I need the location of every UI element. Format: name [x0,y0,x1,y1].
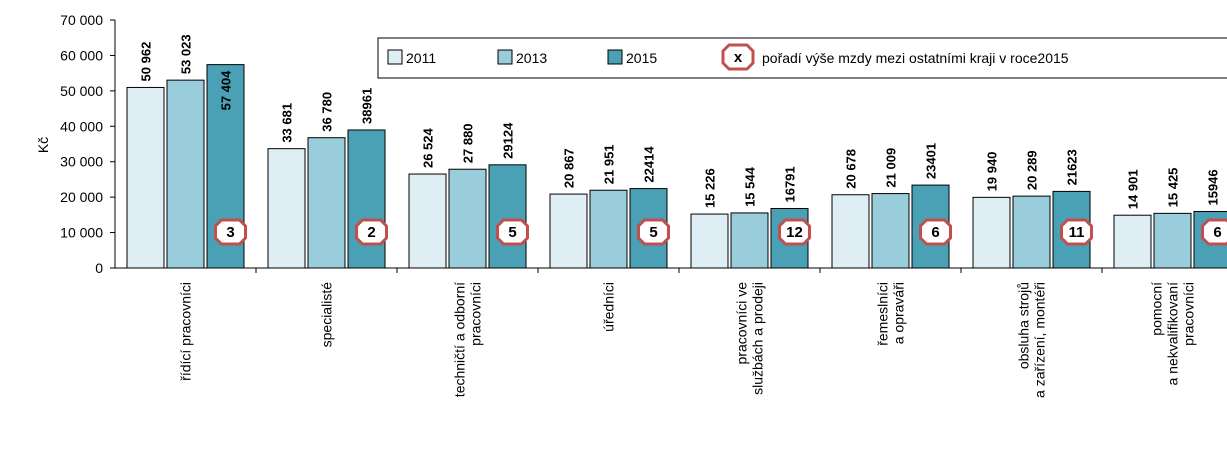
legend-label: 2011 [406,50,436,66]
bar [1113,214,1152,269]
rank-label: x [734,49,743,66]
bar [589,189,628,269]
bar [1012,195,1051,269]
x-tick-label-line: pracovníci [1181,282,1197,346]
value-label: 20 867 [562,148,577,188]
rank-badge [778,218,811,246]
value-label: 21623 [1065,149,1080,185]
bar [488,164,527,269]
legend-swatch [497,49,513,65]
x-tick-label: úředníci [601,282,617,332]
legend-box [377,37,1227,79]
value-label: 21 951 [602,144,617,184]
legend-swatch [387,49,403,65]
bar [549,193,588,269]
rank-label: 11 [1069,224,1085,241]
x-tick-label: specialisté [319,282,335,348]
x-tick-label-line: pracovníci ve [734,282,750,365]
rank-badge [496,218,529,246]
value-label: 53 023 [179,34,194,74]
value-label: 15 226 [703,168,718,208]
value-label: 21 009 [884,148,899,188]
rank-badge [355,218,388,246]
y-tick-label: 0 [95,260,103,276]
x-tick-label-line: řídící pracovníci [178,282,194,381]
x-tick-label: řídící pracovníci [178,282,194,381]
value-label: 27 880 [461,123,476,163]
rank-label: 5 [649,224,657,241]
value-label: 22414 [642,146,657,183]
bar [347,129,386,269]
value-label: 26 524 [421,127,436,168]
y-tick-label: 30 000 [60,154,103,170]
bar [448,168,487,269]
bar [730,212,769,269]
x-tick-label-line: specialisté [319,282,335,348]
y-tick-label: 50 000 [60,83,103,99]
legend-label: 2013 [516,50,547,66]
bar [831,194,870,269]
y-axis-title: Kč [35,137,51,153]
x-tick-label: techničtí a odbornípracovníci [452,282,484,397]
x-tick-label-line: a opraváři [891,282,907,344]
x-tick-label-line: pomocní [1149,282,1165,336]
value-label: 57 404 [219,70,234,111]
value-label: 29124 [501,122,516,159]
x-tick-label: pracovníci veslužbách a prodeji [734,282,766,395]
rank-badge [919,218,952,246]
x-tick-label-line: řemeslníci [875,282,891,346]
x-tick-label-line: a zařízení, montéři [1032,282,1048,398]
value-label: 19 940 [985,152,1000,192]
rank-label: 3 [226,224,234,241]
rank-label: 6 [1213,224,1221,241]
rank-badge [721,43,755,71]
value-label: 20 678 [844,149,859,189]
rank-badge [637,218,670,246]
bar [408,173,447,269]
bar [307,137,346,269]
rank-label: 12 [786,224,803,241]
bar [972,196,1011,269]
value-label: 50 962 [139,42,154,82]
value-label: 20 289 [1025,150,1040,190]
value-label: 15946 [1206,169,1221,205]
value-label: 14 901 [1126,169,1141,209]
value-label: 16791 [783,166,798,202]
x-tick-label-line: úředníci [601,282,617,332]
bar [166,79,205,269]
bar [126,86,165,269]
x-tick-label-line: službách a prodeji [750,282,766,395]
x-tick-label-line: a nekvalifikovaní [1165,282,1181,386]
value-label: 15 425 [1166,168,1181,208]
x-tick-label-line: techničtí a odborní [452,282,468,397]
bar [1153,212,1192,269]
rank-label: 5 [508,224,516,241]
y-tick-label: 70 000 [60,12,103,28]
value-label: 36 780 [320,92,335,132]
rank-badge [1060,218,1093,246]
bar [267,148,306,269]
x-tick-label: pomocnía nekvalifikovanípracovníci [1149,282,1197,386]
value-label: 33 681 [280,103,295,143]
legend-label: pořadí výše mzdy mezi ostatními kraji v … [762,50,1069,66]
legend-label: 2015 [626,50,657,66]
x-tick-label: řemeslnícia opraváři [875,282,907,346]
y-tick-label: 40 000 [60,118,103,134]
value-label: 15 544 [743,166,758,207]
x-tick-label-line: pracovníci [468,282,484,346]
x-tick-label: obsluha strojůa zařízení, montéři [1016,282,1048,398]
rank-label: 6 [931,224,939,241]
value-label: 38961 [360,88,375,124]
y-tick-label: 60 000 [60,47,103,63]
rank-label: 2 [367,224,375,241]
y-tick-label: 10 000 [60,225,103,241]
rank-badge [214,218,247,246]
legend-swatch [607,49,623,65]
bar [690,213,729,269]
x-tick-label-line: obsluha strojů [1016,282,1032,369]
value-label: 23401 [924,143,939,179]
bar [871,193,910,269]
y-tick-label: 20 000 [60,189,103,205]
